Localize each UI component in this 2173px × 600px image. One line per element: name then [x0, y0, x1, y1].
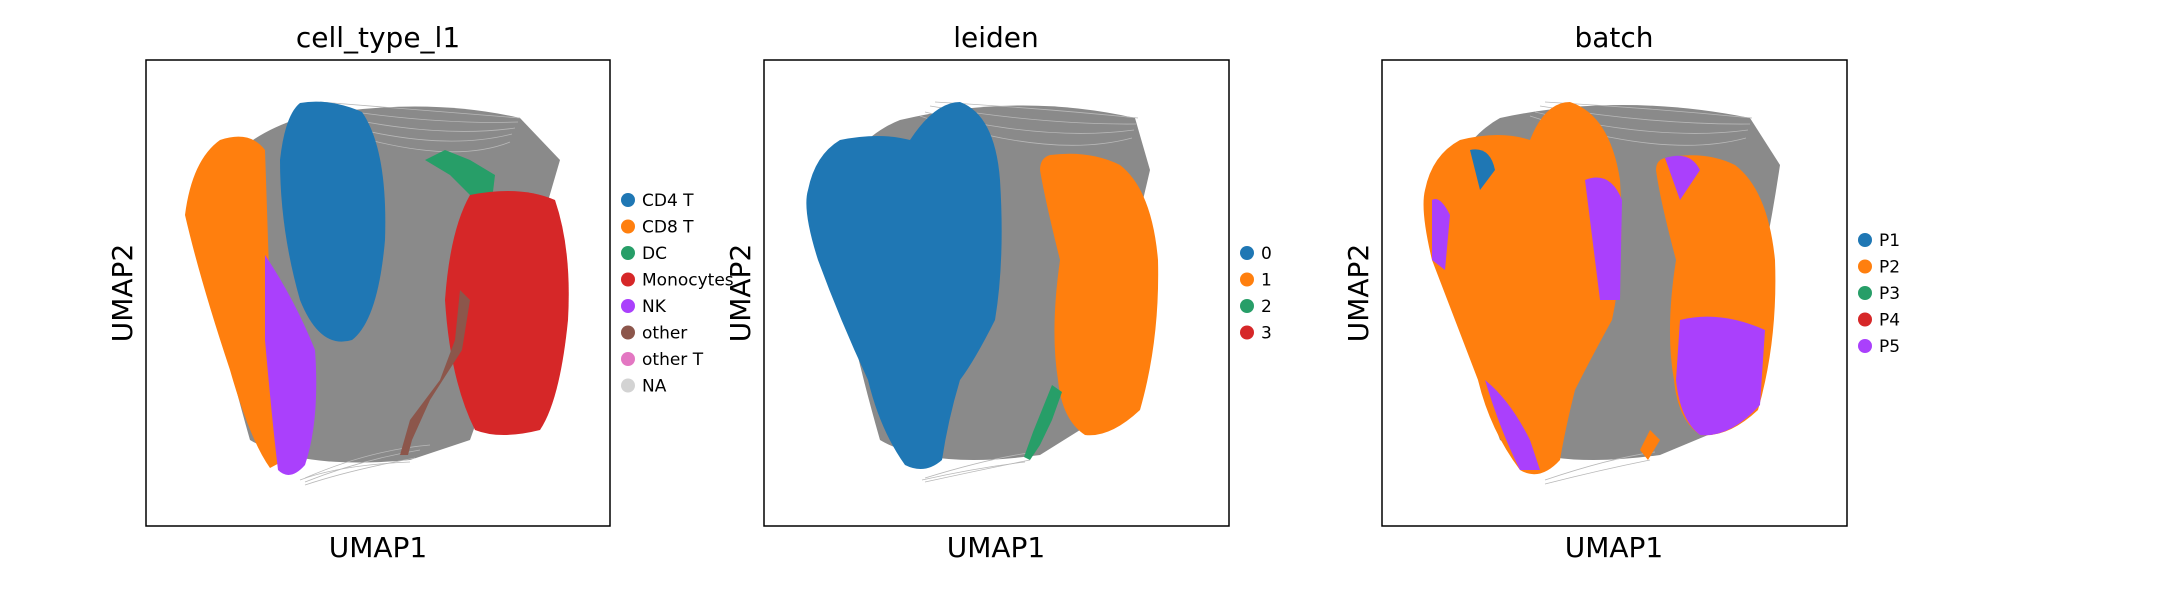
plot-area	[185, 101, 569, 486]
plot-area	[1423, 101, 1780, 485]
legend-label: 2	[1261, 297, 1272, 317]
legend-item: CD8 T	[621, 218, 694, 238]
legend-item: P4	[1858, 311, 1900, 331]
legend-item: 2	[1240, 297, 1272, 317]
x-axis-label: UMAP1	[329, 531, 428, 564]
legend-item: 0	[1240, 244, 1272, 264]
cluster-cd4t	[280, 101, 386, 342]
y-axis-label: UMAP2	[1342, 244, 1375, 343]
cluster-dc	[425, 150, 495, 200]
legend-marker	[621, 378, 635, 393]
legend-marker	[621, 246, 635, 260]
cluster-cd8t	[185, 136, 285, 468]
panel-title: leiden	[953, 21, 1039, 54]
legend-marker	[621, 219, 635, 234]
cluster-2	[1024, 385, 1062, 460]
cluster-other	[400, 290, 470, 455]
legend-label: P3	[1879, 284, 1900, 304]
legend-label: CD8 T	[642, 218, 694, 238]
legend-item: NA	[621, 377, 667, 397]
legend-item: Monocytes	[621, 271, 734, 291]
legend: CD4 T CD8 T DC Monocytes NK other other T NA	[621, 191, 734, 397]
legend-label: 0	[1261, 244, 1272, 264]
y-axis-label: UMAP2	[106, 244, 139, 343]
panel-title: batch	[1574, 21, 1653, 54]
legend-marker	[621, 272, 635, 287]
legend-item: P5	[1858, 337, 1900, 357]
batch-left-mass	[1423, 102, 1622, 475]
legend-label: CD4 T	[642, 191, 694, 211]
legend-marker	[1858, 233, 1872, 247]
legend-item: CD4 T	[621, 191, 694, 211]
x-axis-label: UMAP1	[947, 531, 1046, 564]
x-axis-label: UMAP1	[1565, 531, 1664, 564]
legend-marker	[621, 325, 635, 340]
legend-label: other T	[642, 350, 704, 370]
batch-right-mass	[1640, 155, 1776, 460]
panel-cell-type: cell_type_l1	[106, 21, 734, 564]
legend-item: other	[621, 324, 687, 344]
panel-batch: batch	[1342, 21, 1900, 564]
legend-marker	[1240, 246, 1254, 260]
legend-item: 1	[1240, 271, 1272, 291]
legend-item: other T	[621, 350, 704, 370]
legend-label: other	[642, 324, 687, 344]
y-axis-label: UMAP2	[724, 244, 757, 343]
legend-item: P1	[1858, 231, 1900, 251]
legend-marker	[621, 193, 635, 207]
panel-title: cell_type_l1	[296, 21, 460, 54]
legend-marker	[621, 299, 635, 313]
legend-label: Monocytes	[642, 271, 734, 291]
legend-label: P5	[1879, 337, 1900, 357]
legend-label: P2	[1879, 258, 1900, 278]
axes-frame	[145, 59, 611, 527]
cluster-1	[1040, 153, 1159, 436]
legend-marker	[621, 352, 635, 366]
legend-item: P3	[1858, 284, 1900, 304]
legend-item: DC	[621, 244, 667, 264]
legend-label: P4	[1879, 311, 1900, 331]
legend-label: P1	[1879, 231, 1900, 251]
legend-marker	[1240, 325, 1254, 340]
legend-marker	[1240, 299, 1254, 313]
legend: P1 P2 P3 P4 P5	[1858, 231, 1900, 357]
legend-marker	[1240, 272, 1254, 287]
plot-area	[806, 101, 1159, 483]
legend-marker	[1858, 312, 1872, 327]
legend-item: 3	[1240, 324, 1272, 344]
legend-label: NK	[642, 297, 667, 317]
legend-marker	[1858, 259, 1872, 274]
axes-frame	[1381, 59, 1848, 527]
panel-leiden: leiden	[724, 21, 1272, 564]
legend-label: 1	[1261, 271, 1272, 291]
legend-label: NA	[642, 377, 667, 397]
cluster-monocytes	[445, 191, 569, 435]
legend-label: DC	[642, 244, 667, 264]
legend: 0 1 2 3	[1240, 244, 1272, 344]
legend-marker	[1858, 339, 1872, 353]
axes-frame	[763, 59, 1230, 527]
cluster-nk	[265, 255, 317, 475]
legend-marker	[1858, 286, 1872, 300]
legend-item: P2	[1858, 258, 1900, 278]
legend-item: NK	[621, 297, 667, 317]
cluster-0	[806, 102, 1002, 469]
legend-label: 3	[1261, 324, 1272, 344]
